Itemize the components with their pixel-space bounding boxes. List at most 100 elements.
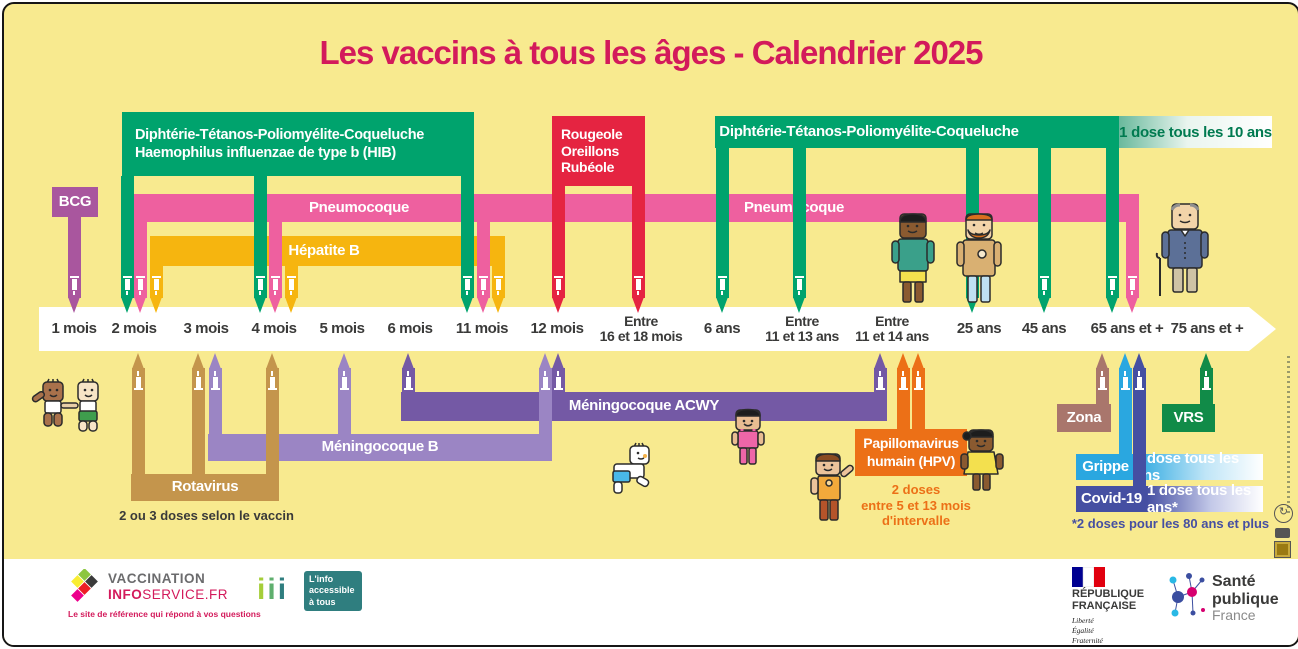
dose-arrow-orange (896, 4, 910, 645)
syringe-icon (1201, 371, 1211, 390)
band-vrs (1162, 404, 1215, 432)
dose-arrow-indigo (1132, 4, 1146, 645)
age-25-ans: 25 ans (956, 319, 1002, 337)
spf-line1: Santé (1212, 573, 1256, 590)
age-11-14-ans: Entre 11 et 14 ans (855, 312, 929, 344)
band-covid-footnote: *2 doses pour les 80 ans et plus (1071, 516, 1270, 531)
dose-arrow-yellow (284, 4, 298, 645)
dose-arrow-tan (191, 4, 205, 645)
iii-letter-2: i (267, 573, 278, 606)
footer-logo-strip: VACCINATION INFOSERVICE.FR Le site de ré… (4, 559, 1298, 645)
dose-arrow-vrs (1199, 4, 1213, 645)
syringe-icon (1134, 371, 1144, 390)
age-1-mois: 1 mois (51, 319, 97, 337)
vertical-credits-text (1287, 356, 1290, 516)
band-dtp-infant-label: Diphtérie-Tétanos-Poliomyélite-Coqueluch… (135, 126, 425, 161)
syringe-icon (553, 371, 563, 390)
band-bcg-label: BCG (58, 192, 92, 210)
syringe-icon (193, 371, 203, 390)
character-babies (31, 378, 99, 432)
spf-line2: publique (1212, 590, 1279, 608)
syringe-icon (717, 276, 727, 295)
rf-line2: FRANÇAISE (1072, 599, 1137, 612)
dose-arrow-menb (208, 4, 222, 645)
syringe-icon (1107, 276, 1117, 295)
dose-arrow-green (965, 4, 979, 645)
band-hepatite-b (150, 236, 505, 266)
band-dtp-adult-note: 1 dose tous les 10 ans (1119, 116, 1272, 148)
rf-line1: RÉPUBLIQUE (1072, 588, 1145, 600)
dose-arrow-green (253, 4, 267, 645)
syringe-icon (403, 371, 413, 390)
character-boy-orange (810, 453, 854, 521)
band-grippe-note: 1 dose tous les ans (1135, 450, 1263, 484)
syringe-icon (478, 276, 488, 295)
band-covid-note: 1 dose tous les ans* (1147, 482, 1263, 516)
character-girl-yellow (960, 429, 1004, 491)
band-covid-label: Covid-19 (1081, 489, 1142, 507)
syringe-icon (553, 276, 563, 295)
syringe-icon (135, 276, 145, 295)
qr-mark-icon (1274, 541, 1291, 558)
dose-arrow-red (631, 4, 645, 645)
band-dtp-adult (715, 116, 1119, 148)
print-mark-icon (1275, 528, 1290, 538)
syringe-icon (913, 371, 923, 390)
band-hpv (855, 429, 967, 476)
age-5-mois: 5 mois (319, 319, 365, 337)
syringe-icon (875, 371, 885, 390)
vis-logo-line2-rest: SERVICE.FR (142, 586, 229, 602)
band-hpv-note: 2 doses entre 5 et 13 mois d'intervalle (861, 482, 971, 529)
dose-arrow-red (551, 4, 565, 645)
age-11-mois: 11 mois (455, 319, 509, 337)
age-6-ans: 6 ans (703, 319, 741, 337)
syringe-icon (540, 371, 550, 390)
syringe-icon (122, 276, 132, 295)
dose-arrow-green (792, 4, 806, 645)
dose-arrow-menb (337, 4, 351, 645)
dose-arrow-tan (265, 4, 279, 645)
timeline-arrow-head (1249, 307, 1276, 351)
band-dtp-infant (122, 112, 474, 176)
band-vrs-label: VRS (1173, 408, 1204, 426)
age-4-mois: 4 mois (251, 319, 297, 337)
dose-arrow-orange (911, 4, 925, 645)
character-woman-teal (891, 213, 935, 303)
band-hpv-label: Papillomavirus humain (HPV) (863, 435, 959, 469)
page-title: Les vaccins à tous les âges - Calendrier… (319, 34, 983, 71)
recycle-icon: ↻ (1274, 504, 1293, 523)
dose-arrows-layer (4, 4, 1298, 645)
iii-letter-3: i (277, 573, 289, 606)
syringe-icon (1127, 276, 1137, 295)
syringe-icon (1097, 371, 1107, 390)
dose-arrow-zona (1095, 4, 1109, 645)
dose-arrow-yellow (491, 4, 505, 645)
dose-arrow-green (1037, 4, 1051, 645)
band-meningocoque-acwy-label: Méningocoque ACWY (568, 397, 720, 415)
dose-arrow-yellow (149, 4, 163, 645)
syringe-icon (286, 276, 296, 295)
vaccination-info-service-icon (71, 569, 98, 602)
syringe-icon (267, 371, 277, 390)
dose-arrow-pink (268, 4, 282, 645)
band-pneumocoque-label-left: Pneumocoque (308, 198, 410, 216)
spf-line3: France (1212, 607, 1256, 624)
age-75-ans: 75 ans et + (1170, 319, 1244, 337)
syringe-icon (1120, 371, 1130, 390)
band-hepatite-b-label: Hépatite B (288, 241, 360, 259)
band-covid (1076, 486, 1147, 512)
dose-arrow-acwy (873, 4, 887, 645)
syringe-icon (462, 276, 472, 295)
syringe-icon (255, 276, 265, 295)
character-man-beard (956, 213, 1002, 303)
band-zona-label: Zona (1066, 408, 1102, 426)
info-accessible-badge: L'info accessible à tous (304, 571, 362, 611)
age-45-ans: 45 ans (1021, 319, 1067, 337)
dose-arrow-green (715, 4, 729, 645)
band-bcg (52, 187, 98, 217)
character-toddler-girl-pink (731, 408, 765, 465)
dose-arrow-pink (133, 4, 147, 645)
band-zona (1057, 404, 1111, 432)
band-ror-label: Rougeole Oreillons Rubéole (561, 125, 623, 176)
